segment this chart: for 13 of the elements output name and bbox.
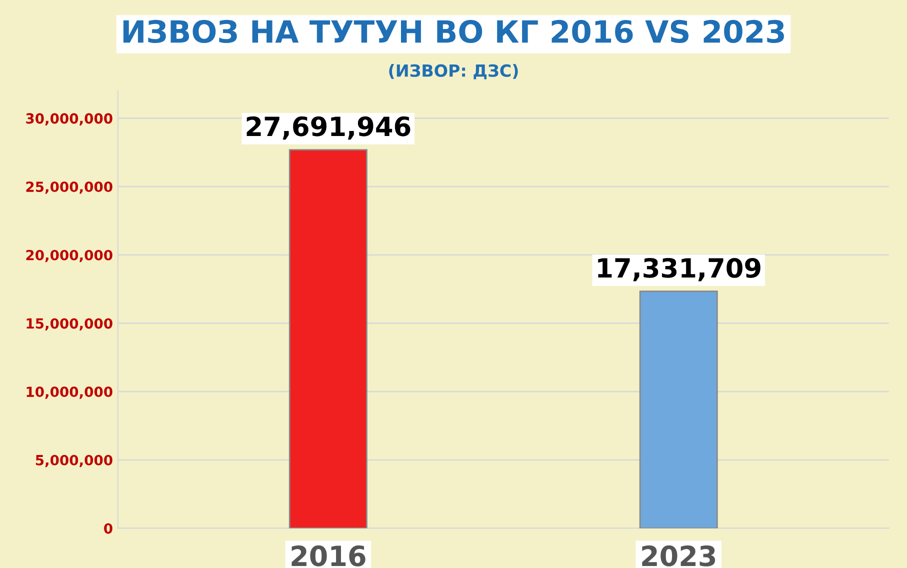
y-tick-label: 25,000,000 [26, 182, 112, 194]
y-tick-label: 5,000,000 [36, 454, 112, 468]
y-tick-label: 10,000,000 [26, 386, 112, 399]
y-tick-label: 30,000,000 [26, 113, 112, 126]
data-label: 27,691,946 [246, 116, 410, 140]
x-tick-label: 2023 [642, 545, 716, 566]
y-tick-label: 20,000,000 [26, 250, 112, 262]
chart-title: ИЗВОЗ НА ТУТУН ВО КГ 2016 VS 2023 [123, 20, 784, 44]
data-label: 17,331,709 [598, 258, 760, 282]
y-tick-label: 15,000,000 [26, 318, 112, 330]
chart-subtitle: (ИЗВОР: ДЗС) [389, 64, 518, 80]
y-tick-label: 0 [104, 523, 112, 534]
x-tick-label: 2016 [292, 545, 366, 566]
